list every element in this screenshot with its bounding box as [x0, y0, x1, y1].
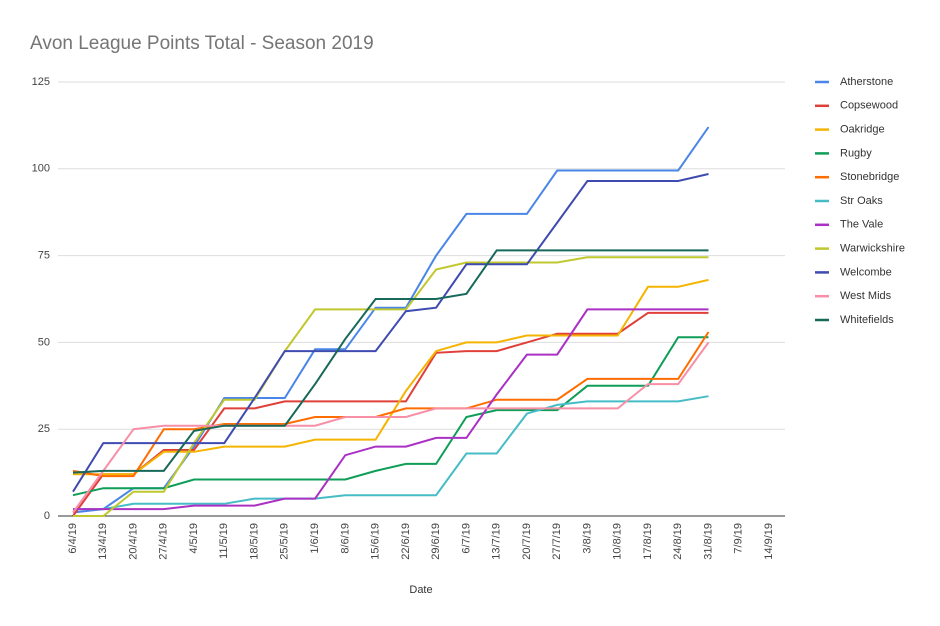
- series-line: [72, 126, 710, 514]
- x-tick-label: 10/8/19: [612, 523, 624, 560]
- x-tick-label: 3/8/19: [581, 523, 593, 554]
- x-axis-label: Date: [409, 584, 432, 596]
- legend-label: Warwickshire: [840, 243, 905, 255]
- legend-label: Welcombe: [840, 266, 892, 278]
- x-tick-label: 22/6/19: [400, 523, 412, 560]
- x-tick-label: 6/7/19: [460, 523, 472, 554]
- x-tick-label: 7/9/19: [733, 523, 745, 554]
- x-tick-label: 20/4/19: [127, 523, 139, 560]
- x-tick-label: 29/6/19: [430, 523, 442, 560]
- x-tick-label: 27/4/19: [158, 523, 170, 560]
- legend-label: Copsewood: [840, 100, 898, 112]
- legend-label: Stonebridge: [840, 171, 899, 183]
- chart-title: Avon League Points Total - Season 2019: [30, 33, 374, 54]
- series-line: [72, 331, 710, 478]
- x-tick-label: 13/7/19: [491, 523, 503, 560]
- x-tick-label: 25/5/19: [279, 523, 291, 560]
- x-tick-label: 17/8/19: [642, 523, 654, 560]
- x-tick-label: 13/4/19: [97, 523, 109, 560]
- y-tick-label: 50: [38, 336, 50, 348]
- legend-label: Atherstone: [840, 76, 893, 88]
- x-tick-label: 6/4/19: [67, 523, 79, 554]
- x-tick-label: 15/6/19: [370, 523, 382, 560]
- series-line: [72, 336, 709, 497]
- series-line: [73, 395, 709, 511]
- x-tick-label: 4/5/19: [188, 523, 200, 554]
- y-tick-label: 0: [44, 510, 50, 522]
- legend-label: Str Oaks: [840, 195, 883, 207]
- y-tick-label: 75: [38, 250, 50, 262]
- x-tick-label: 1/6/19: [309, 523, 321, 554]
- series-line: [72, 249, 709, 474]
- series-line: [72, 173, 709, 493]
- y-tick-label: 125: [32, 76, 50, 88]
- legend-label: Rugby: [840, 147, 872, 159]
- legend-label: The Vale: [840, 219, 883, 231]
- x-tick-label: 8/6/19: [339, 523, 351, 554]
- series-line: [73, 308, 709, 511]
- legend-label: Oakridge: [840, 124, 885, 136]
- series-line: [73, 256, 709, 517]
- legend-label: Whitefields: [840, 314, 894, 326]
- x-tick-label: 11/5/19: [218, 523, 230, 559]
- x-tick-label: 14/9/19: [763, 523, 775, 560]
- y-tick-label: 25: [38, 423, 50, 435]
- x-tick-label: 18/5/19: [248, 523, 260, 560]
- x-tick-label: 27/7/19: [551, 523, 563, 560]
- y-tick-label: 100: [32, 163, 50, 175]
- x-tick-label: 24/8/19: [672, 523, 684, 560]
- series-line: [72, 341, 710, 514]
- x-tick-label: 31/8/19: [702, 523, 714, 560]
- x-tick-label: 20/7/19: [521, 523, 533, 560]
- legend-label: West Mids: [840, 290, 892, 302]
